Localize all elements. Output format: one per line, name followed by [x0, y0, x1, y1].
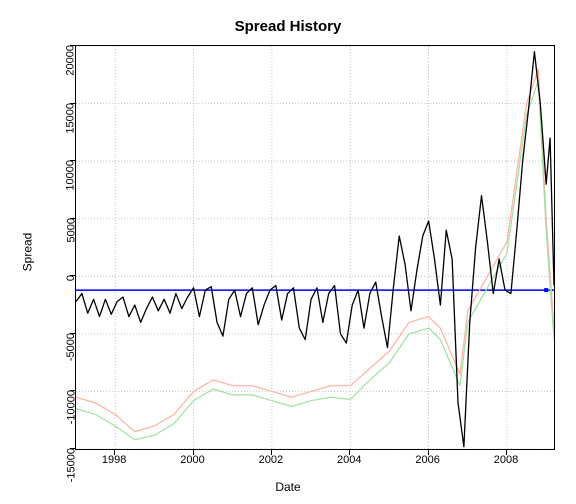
ytick-mark — [70, 448, 75, 449]
xtick-label: 2002 — [259, 454, 283, 466]
ytick-label: 5000 — [65, 218, 77, 242]
xtick-label: 2006 — [415, 454, 439, 466]
ytick-label: 10000 — [65, 160, 77, 191]
xtick-label: 2000 — [180, 454, 204, 466]
ytick-mark — [70, 333, 75, 334]
plot-area — [75, 45, 555, 450]
ytick-mark — [70, 103, 75, 104]
x-axis-label: Date — [0, 480, 576, 494]
y-axis-label: Spread — [20, 233, 34, 272]
chart-container: Spread History Spread Date -15000 -10000 -… — [0, 0, 576, 504]
ytick-mark — [70, 160, 75, 161]
series-band-upper — [76, 69, 554, 432]
ytick-mark — [70, 218, 75, 219]
xtick-mark — [114, 450, 115, 455]
plot-svg — [76, 46, 554, 449]
ytick-mark — [70, 390, 75, 391]
xtick-mark — [193, 450, 194, 455]
xtick-label: 2008 — [494, 454, 518, 466]
series-band-lower — [76, 81, 554, 440]
ytick-label: 15000 — [65, 103, 77, 134]
series-spread — [76, 52, 554, 447]
xtick-mark — [349, 450, 350, 455]
ytick-label: -5000 — [65, 333, 77, 361]
xtick-label: 1998 — [102, 454, 126, 466]
ytick-label: -10000 — [65, 390, 77, 424]
xtick-mark — [506, 450, 507, 455]
chart-title: Spread History — [0, 18, 576, 35]
ytick-mark — [70, 45, 75, 46]
xtick-label: 2004 — [337, 454, 361, 466]
ytick-mark — [70, 275, 75, 276]
xtick-mark — [271, 450, 272, 455]
ytick-label: -15000 — [65, 448, 77, 482]
xtick-mark — [428, 450, 429, 455]
ytick-label: 20000 — [65, 45, 77, 76]
